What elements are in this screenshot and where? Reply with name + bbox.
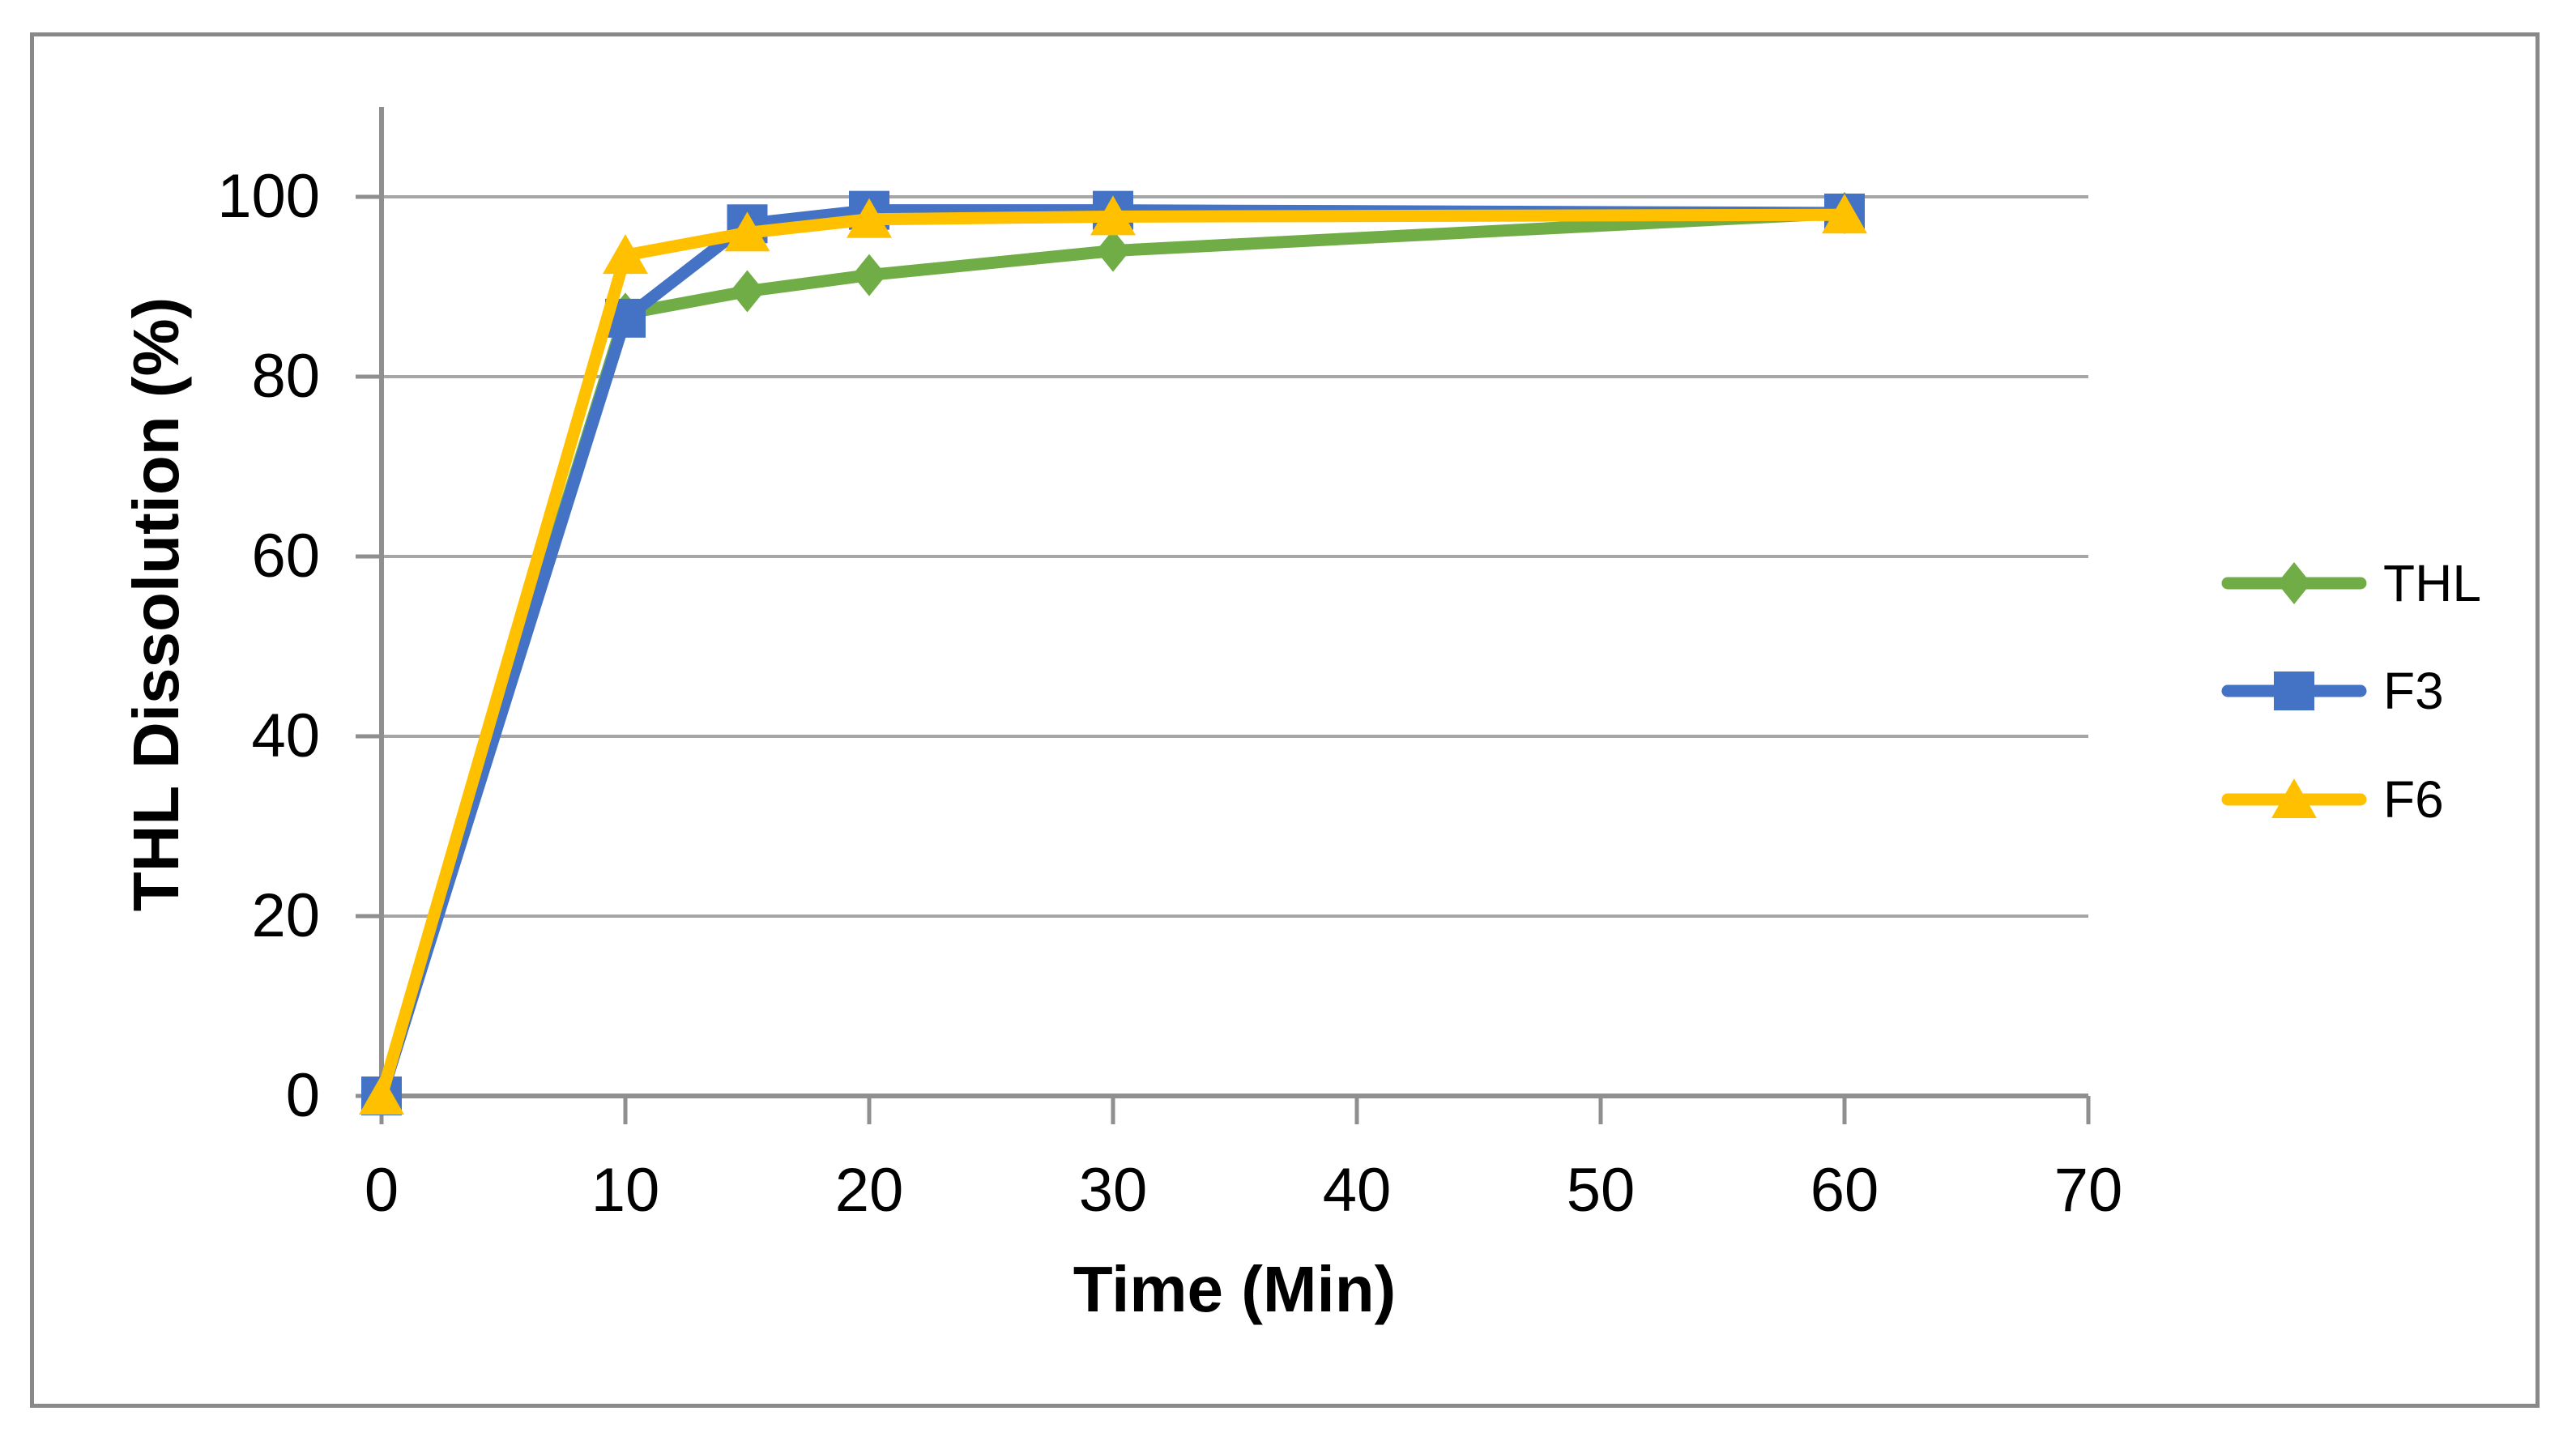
legend-label: THL [2383,554,2481,612]
series-thl [365,191,1862,1117]
legend-label: F3 [2383,662,2444,720]
thl-line-marker-icon [2221,562,2367,604]
x-tick-label: 10 [591,1156,660,1225]
x-tick-label: 50 [1566,1156,1636,1225]
x-axis-title: Time (Min) [1073,1253,1397,1325]
chart-border-frame [30,32,2540,1408]
y-tick-label: 80 [251,342,320,411]
y-tick-label: 100 [217,162,320,231]
legend-item-f3: F3 [2221,663,2444,719]
series-f3 [361,190,1865,1115]
y-tick-label: 0 [285,1061,320,1130]
x-tick-label: 40 [1322,1156,1392,1225]
x-tick-label: 20 [834,1156,904,1225]
legend-item-f6: F6 [2221,771,2444,828]
y-tick-label: 40 [251,701,320,770]
y-tick-label: 20 [251,881,320,950]
x-tick-label: 70 [2054,1156,2123,1225]
y-tick-label: 60 [251,522,320,590]
f3-line-marker-icon [2221,671,2367,710]
y-axis-title: THL Dissolution (%) [120,296,192,912]
x-tick-label: 0 [364,1156,399,1225]
legend-label: F6 [2383,770,2444,829]
legend-item-thl: THL [2221,555,2481,612]
f6-line-marker-icon [2221,778,2367,818]
x-tick-label: 30 [1078,1156,1148,1225]
series-f6 [359,194,1867,1115]
x-tick-label: 60 [1810,1156,1879,1225]
